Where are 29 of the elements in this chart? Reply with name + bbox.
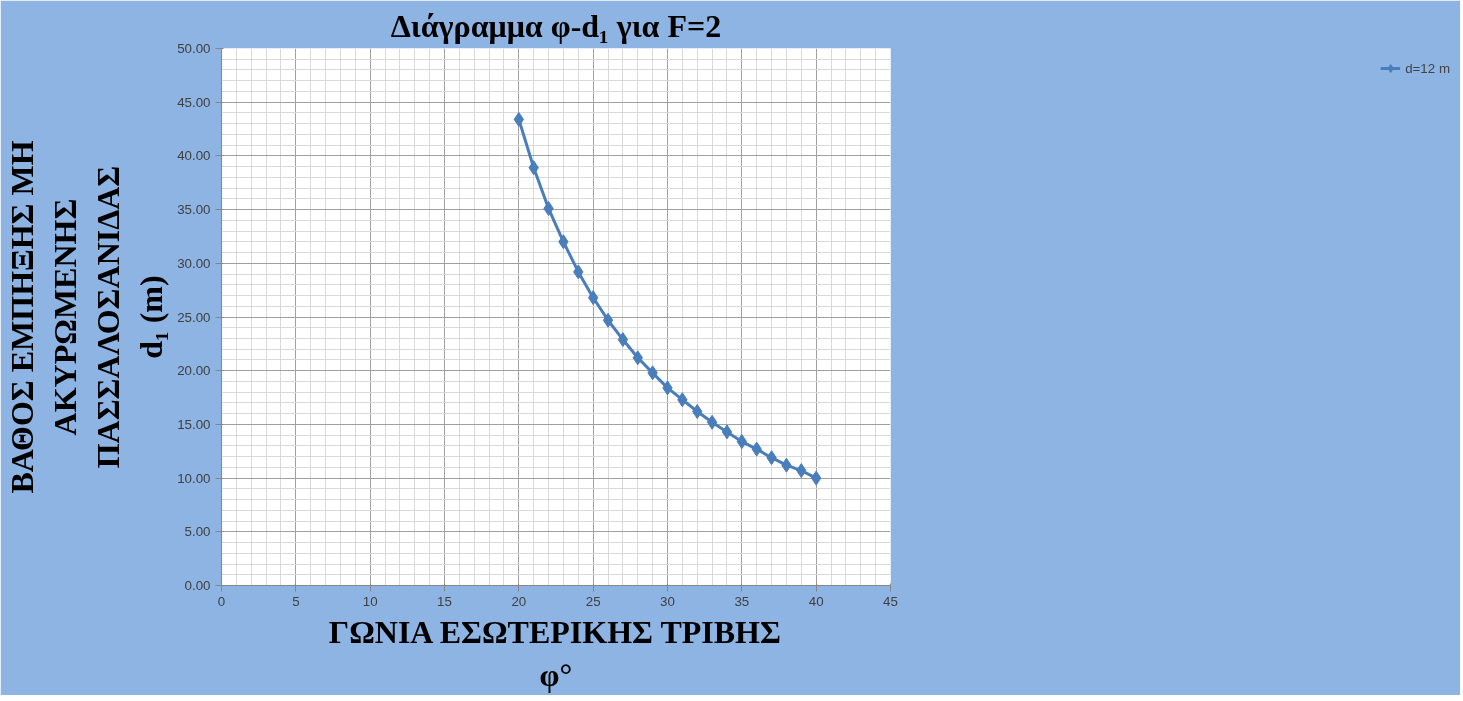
- y-tick-label: 15.00: [177, 416, 211, 432]
- x-tick-label: 35: [734, 593, 750, 609]
- x-tick-label: 0: [217, 593, 226, 609]
- x-tick-label: 20: [511, 593, 527, 609]
- x-tick-label: 45: [883, 593, 898, 609]
- point: [706, 414, 718, 430]
- x-tick-label: 10: [362, 593, 378, 609]
- y-tick-label: 35.00: [177, 202, 211, 218]
- x-tick-label: 15: [437, 593, 452, 609]
- chart-title: Διάγραμμα φ-d₁ για F=2: [390, 7, 722, 44]
- y-tick-label: 45.00: [177, 94, 211, 110]
- x-tick-label: 25: [585, 593, 601, 609]
- x-axis-title: ΓΩΝΙΑ ΕΣΩΤΕΡΙΚΗΣ ΤΡΙΒΗΣ φ°: [328, 613, 781, 693]
- point: [721, 424, 733, 440]
- y-tick-label: 20.00: [177, 363, 211, 379]
- y-axis-title: ΒΑΘΟΣ ΕΜΠΗΞΗΣ ΜΗ ΑΚΥΡΩΜΕΝΗΣ ΠΑΣΣΑΛΟΣΑΝΙΔΑΣ d₁ (m): [3, 140, 170, 494]
- y-tick-label: 5.00: [184, 524, 211, 540]
- y-tick-label: 50.00: [177, 41, 211, 56]
- legend-label: d=12 m: [1405, 60, 1450, 76]
- point: [602, 312, 614, 328]
- y-tick-label: 40.00: [177, 148, 211, 164]
- y-tick-label: 25.00: [177, 309, 211, 325]
- y-tick-label: 10.00: [177, 470, 211, 486]
- x-tick-label: 5: [292, 593, 300, 609]
- y-tick-label: 30.00: [177, 255, 211, 271]
- point: [617, 332, 629, 348]
- x-tick-label: 40: [808, 593, 824, 609]
- x-tick-label: 30: [660, 593, 675, 609]
- y-tick-label: 0.00: [184, 578, 211, 593]
